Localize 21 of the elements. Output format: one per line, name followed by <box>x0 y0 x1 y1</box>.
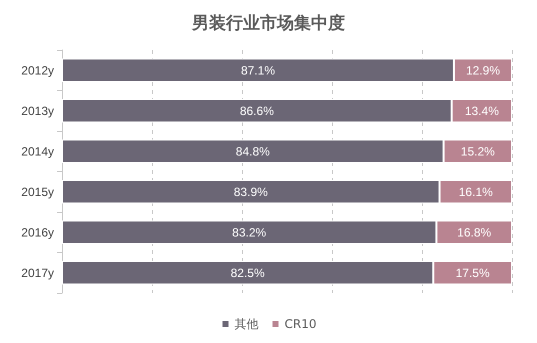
y-tick-label: 2014y <box>21 144 54 158</box>
data-label: 17.5% <box>456 266 490 280</box>
legend-label: CR10 <box>284 317 317 331</box>
legend-label: 其他 <box>234 317 259 331</box>
y-tick-label: 2015y <box>21 184 54 199</box>
data-label: 13.4% <box>464 104 500 118</box>
y-tick-label: 2013y <box>21 104 54 118</box>
data-label: 83.2% <box>232 225 267 240</box>
y-tick-label: 2012y <box>21 63 54 78</box>
data-label: 84.8% <box>236 144 270 158</box>
data-label: 16.8% <box>457 225 492 240</box>
data-label: 83.9% <box>234 184 268 199</box>
data-label: 15.2% <box>460 144 496 158</box>
y-tick-label: 2016y <box>21 225 54 240</box>
data-label: 82.5% <box>230 266 265 280</box>
data-label: 12.9% <box>466 63 500 78</box>
data-label: 87.1% <box>240 63 276 78</box>
y-tick-label: 2017y <box>21 266 54 280</box>
data-label: 16.1% <box>458 184 494 199</box>
data-label: 86.6% <box>240 104 274 118</box>
chart-title: 男装行业市场集中度 <box>191 14 345 34</box>
